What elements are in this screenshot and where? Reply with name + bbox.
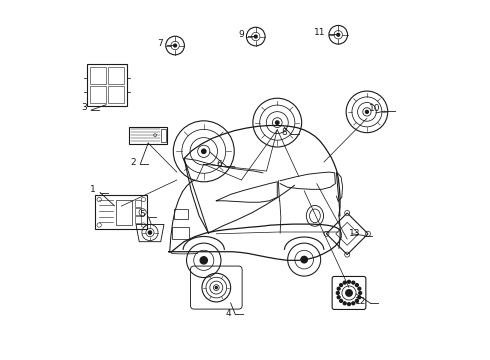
Circle shape (343, 281, 346, 284)
Circle shape (201, 149, 206, 153)
Bar (174, 209, 188, 219)
Circle shape (366, 111, 368, 113)
Bar (135, 200, 141, 207)
Bar (90, 67, 106, 84)
Text: 9: 9 (239, 30, 245, 39)
Bar (87, 64, 126, 105)
Text: 3: 3 (81, 103, 87, 112)
Circle shape (358, 287, 361, 290)
Text: 12: 12 (355, 297, 366, 306)
Circle shape (352, 281, 355, 284)
Text: 2: 2 (131, 158, 136, 167)
Circle shape (275, 121, 279, 124)
Circle shape (355, 284, 358, 287)
Circle shape (359, 292, 362, 294)
Circle shape (254, 35, 257, 38)
Bar (172, 226, 190, 239)
Circle shape (337, 296, 340, 299)
Circle shape (347, 280, 350, 283)
Bar (161, 129, 166, 141)
Bar (116, 199, 132, 225)
Circle shape (337, 33, 340, 36)
Bar (95, 195, 147, 229)
Circle shape (346, 290, 352, 296)
Circle shape (343, 302, 346, 305)
Circle shape (340, 284, 343, 287)
Circle shape (355, 300, 358, 302)
Bar (129, 127, 167, 144)
Circle shape (200, 257, 207, 264)
Circle shape (337, 292, 339, 294)
Bar (135, 216, 141, 223)
Circle shape (337, 287, 340, 290)
Bar (135, 208, 141, 215)
Circle shape (215, 287, 218, 289)
Text: 10: 10 (369, 104, 381, 113)
Text: 7: 7 (157, 39, 163, 48)
Text: 13: 13 (349, 229, 361, 238)
Bar (90, 86, 106, 103)
Text: 6: 6 (216, 160, 222, 169)
Text: 5: 5 (139, 210, 145, 219)
Circle shape (352, 302, 355, 305)
Bar (108, 86, 124, 103)
Circle shape (173, 44, 176, 47)
Circle shape (358, 296, 361, 299)
Text: 1: 1 (91, 185, 96, 194)
Circle shape (301, 256, 307, 263)
Circle shape (347, 303, 350, 306)
Bar (108, 67, 124, 84)
Text: 8: 8 (282, 128, 287, 137)
Circle shape (340, 300, 343, 302)
Text: 4: 4 (226, 309, 231, 318)
Text: 11: 11 (314, 28, 325, 37)
Circle shape (148, 231, 151, 234)
